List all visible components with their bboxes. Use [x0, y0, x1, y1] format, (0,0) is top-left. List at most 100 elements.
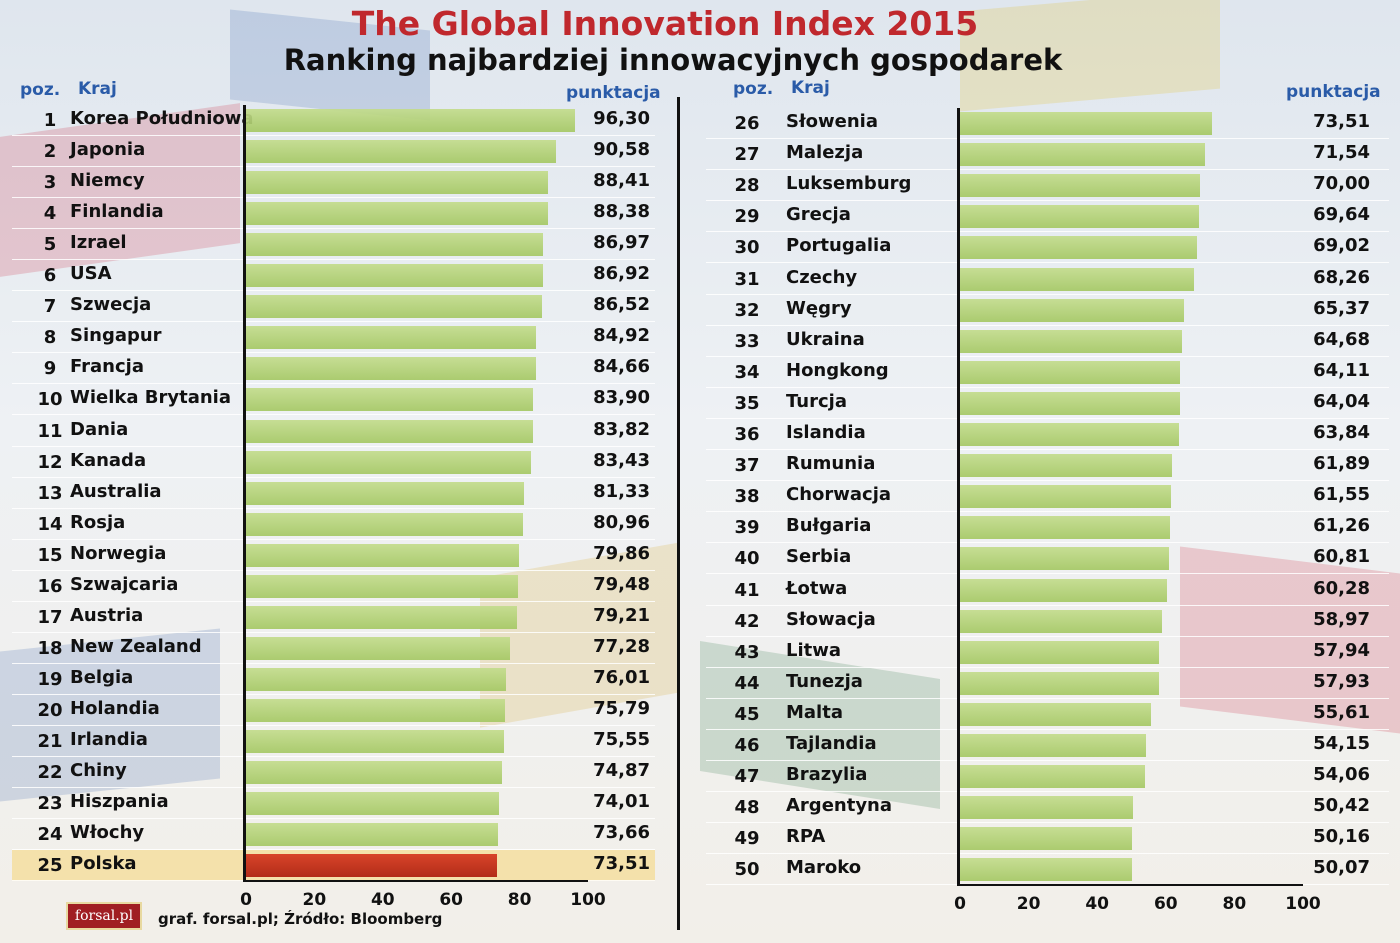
bar-turcja	[960, 391, 1180, 415]
rank-position: 21	[37, 731, 63, 752]
table-row: 31 Czechy 68,26	[706, 264, 1389, 295]
x-tick-label: 40	[1085, 894, 1110, 914]
rank-position: 36	[734, 424, 760, 445]
country-name: Rosja	[70, 511, 126, 533]
bar-niemcy	[246, 171, 549, 195]
table-row: 30 Portugalia 69,02	[706, 232, 1389, 264]
bar-argentyna	[960, 796, 1133, 820]
score-value: 64,11	[1313, 359, 1370, 381]
table-row: 12 Kanada 83,43	[12, 447, 655, 478]
table-row: 34 Hongkong 64,11	[706, 357, 1389, 388]
table-row: 41 Łotwa 60,28	[706, 575, 1389, 606]
bar-usa	[246, 264, 544, 288]
rank-position: 4	[43, 203, 57, 225]
bar-tajlandia	[960, 734, 1146, 757]
table-row: 28 Luksemburg 70,00	[706, 170, 1389, 202]
bar-malezja	[960, 143, 1206, 167]
table-row: 6 USA 86,92	[12, 260, 655, 292]
rank-position: 47	[734, 766, 760, 788]
rank-position: 8	[43, 327, 57, 349]
score-value: 54,15	[1313, 733, 1370, 754]
bar-islandia	[960, 423, 1179, 446]
x-tick-label: 20	[302, 890, 327, 910]
table-row: 10 Wielka Brytania 83,90	[12, 384, 655, 416]
rank-position: 35	[734, 392, 760, 414]
rank-position: 32	[734, 299, 760, 321]
rank-position: 33	[734, 330, 760, 352]
score-value: 64,04	[1313, 390, 1370, 412]
forsal-logo: forsal.pl	[66, 902, 142, 930]
table-row: 26 Słowenia 73,51	[706, 108, 1389, 139]
score-value: 83,43	[593, 449, 650, 471]
bar-czechy	[960, 267, 1195, 291]
bar-wielka-brytania	[246, 388, 533, 412]
country-name: Holandia	[70, 697, 160, 719]
table-row: 48 Argentyna 50,42	[706, 792, 1389, 824]
x-tick-label: 0	[240, 890, 252, 910]
country-name: Wielka Brytania	[70, 387, 231, 409]
table-row: 2 Japonia 90,58	[12, 136, 655, 168]
score-value: 88,41	[593, 170, 650, 192]
rank-position: 31	[734, 268, 760, 290]
score-value: 80,96	[593, 511, 650, 533]
country-name: Słowacja	[786, 608, 876, 630]
bar-australia	[246, 481, 525, 505]
country-name: Rumunia	[786, 453, 876, 475]
table-row: 40 Serbia 60,81	[706, 543, 1389, 575]
bar-łotwa	[960, 578, 1167, 602]
country-name: Malta	[786, 701, 843, 723]
rank-position: 3	[43, 172, 57, 194]
table-row: 3 Niemcy 88,41	[12, 167, 655, 199]
header-score-left: punktacja	[566, 83, 661, 103]
bar-słowenia	[960, 112, 1213, 135]
table-row: 35 Turcja 64,04	[706, 388, 1389, 419]
country-name: Belgia	[70, 666, 134, 688]
rank-position: 28	[734, 175, 760, 197]
country-name: Francja	[70, 356, 144, 378]
rank-position: 43	[734, 641, 760, 663]
y-axis-line	[957, 108, 960, 884]
country-name: Serbia	[786, 546, 852, 568]
rank-position: 42	[734, 610, 760, 632]
rank-position: 37	[734, 455, 760, 477]
country-name: Bułgaria	[786, 515, 872, 537]
rank-position: 39	[734, 517, 760, 539]
score-value: 68,26	[1313, 266, 1370, 288]
country-name: Szwecja	[70, 294, 152, 316]
bar-finlandia	[246, 202, 549, 226]
bar-rumunia	[960, 454, 1173, 478]
rank-position: 18	[37, 637, 63, 659]
table-row: 36 Islandia 63,84	[706, 419, 1389, 450]
score-value: 58,97	[1313, 608, 1370, 630]
country-name: Luksemburg	[786, 173, 912, 195]
header-country-left: Kraj	[78, 79, 117, 99]
rank-position: 6	[43, 265, 57, 287]
bar-włochy	[246, 823, 498, 847]
bar-japonia	[246, 140, 556, 164]
score-value: 75,55	[593, 729, 650, 750]
score-value: 84,66	[593, 356, 650, 378]
country-name: Hiszpania	[70, 791, 169, 813]
score-value: 86,92	[593, 263, 650, 285]
x-tick-label: 80	[507, 890, 532, 910]
score-value: 90,58	[593, 139, 650, 161]
bar-słowacja	[960, 609, 1163, 633]
rank-position: 20	[37, 699, 63, 721]
rank-position: 11	[37, 420, 63, 442]
x-tick-label: 20	[1016, 894, 1041, 914]
header-pos-left: poz.	[20, 80, 61, 100]
rank-position: 44	[734, 672, 760, 694]
bar-holandia	[246, 698, 506, 722]
score-value: 88,38	[593, 201, 650, 223]
rank-position: 25	[37, 855, 63, 877]
x-tick-label: 40	[370, 890, 395, 910]
country-name: Japonia	[70, 139, 146, 161]
country-name: Węgry	[786, 297, 852, 319]
rank-position: 19	[37, 668, 63, 690]
bar-litwa	[960, 640, 1159, 664]
country-name: Turcja	[786, 390, 847, 412]
rank-position: 46	[734, 735, 760, 756]
score-value: 65,37	[1313, 297, 1370, 319]
score-value: 64,68	[1313, 328, 1370, 350]
country-name: Malezja	[786, 142, 864, 164]
